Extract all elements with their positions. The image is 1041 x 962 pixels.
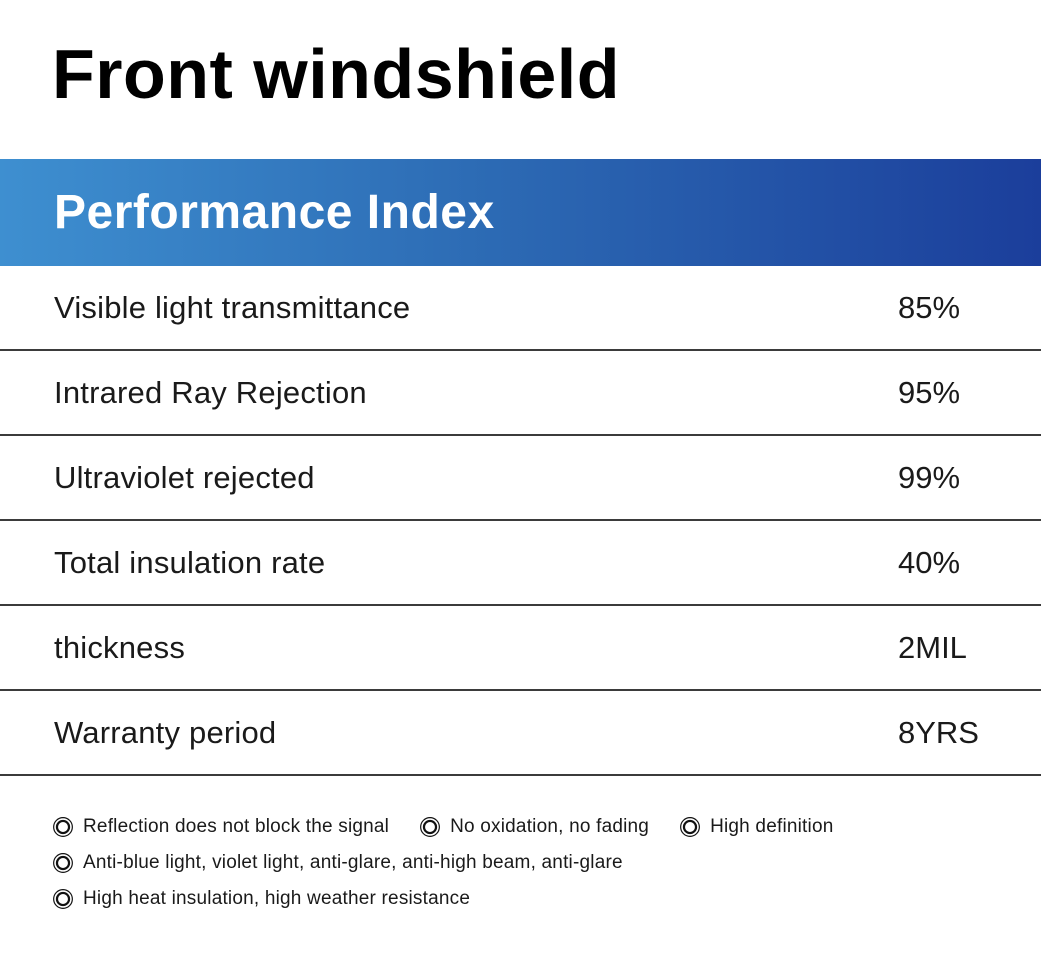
feature-note-label: Reflection does not block the signal (83, 816, 390, 837)
feature-notes: Reflection does not block the signal No … (52, 814, 1041, 912)
row-value: 40% (898, 544, 961, 580)
feature-note: Reflection does not block the signal (52, 816, 389, 838)
table-row: thickness 2MIL (0, 606, 1041, 691)
feature-note: High definition (679, 816, 833, 838)
feature-notes-line: Anti-blue light, violet light, anti-glar… (52, 850, 1041, 876)
feature-note-label: High definition (710, 816, 834, 837)
row-value: 95% (898, 374, 961, 410)
table-row: Total insulation rate 40% (0, 521, 1041, 606)
table-row: Visible light transmittance 85% (0, 266, 1041, 351)
ring-icon (53, 853, 73, 873)
header-title: Performance Index (54, 186, 495, 239)
row-label: Total insulation rate (54, 544, 326, 580)
ring-icon (420, 817, 441, 837)
feature-note-label: No oxidation, no fading (450, 816, 650, 837)
row-value: 85% (898, 289, 961, 325)
table-row: Warranty period 8YRS (0, 691, 1041, 776)
page-title: Front windshield (52, 35, 620, 113)
ring-icon (680, 817, 701, 837)
ring-icon (53, 817, 73, 837)
row-label: Warranty period (54, 714, 277, 750)
feature-note: Anti-blue light, violet light, anti-glar… (52, 852, 623, 874)
row-label: Visible light transmittance (54, 289, 411, 325)
table-row: Ultraviolet rejected 99% (0, 436, 1041, 521)
spec-table: Visible light transmittance 85% Intrared… (0, 266, 1041, 776)
row-value: 99% (898, 459, 961, 495)
feature-notes-line: Reflection does not block the signal No … (52, 814, 1041, 840)
row-label: thickness (54, 629, 186, 665)
table-row: Intrared Ray Rejection 95% (0, 351, 1041, 436)
feature-note-label: High heat insulation, high weather resis… (83, 888, 471, 909)
feature-notes-line: High heat insulation, high weather resis… (52, 886, 1041, 912)
spec-sheet: Front windshield Performance Index Visib… (0, 36, 1041, 962)
row-value: 2MIL (898, 629, 967, 665)
row-label: Intrared Ray Rejection (54, 374, 367, 410)
performance-index-header: Performance Index (0, 159, 1041, 266)
feature-note: High heat insulation, high weather resis… (52, 888, 470, 910)
row-label: Ultraviolet rejected (54, 459, 315, 495)
feature-note-label: Anti-blue light, violet light, anti-glar… (83, 852, 623, 873)
feature-note: No oxidation, no fading (419, 816, 649, 838)
row-value: 8YRS (898, 714, 979, 750)
ring-icon (53, 889, 73, 909)
